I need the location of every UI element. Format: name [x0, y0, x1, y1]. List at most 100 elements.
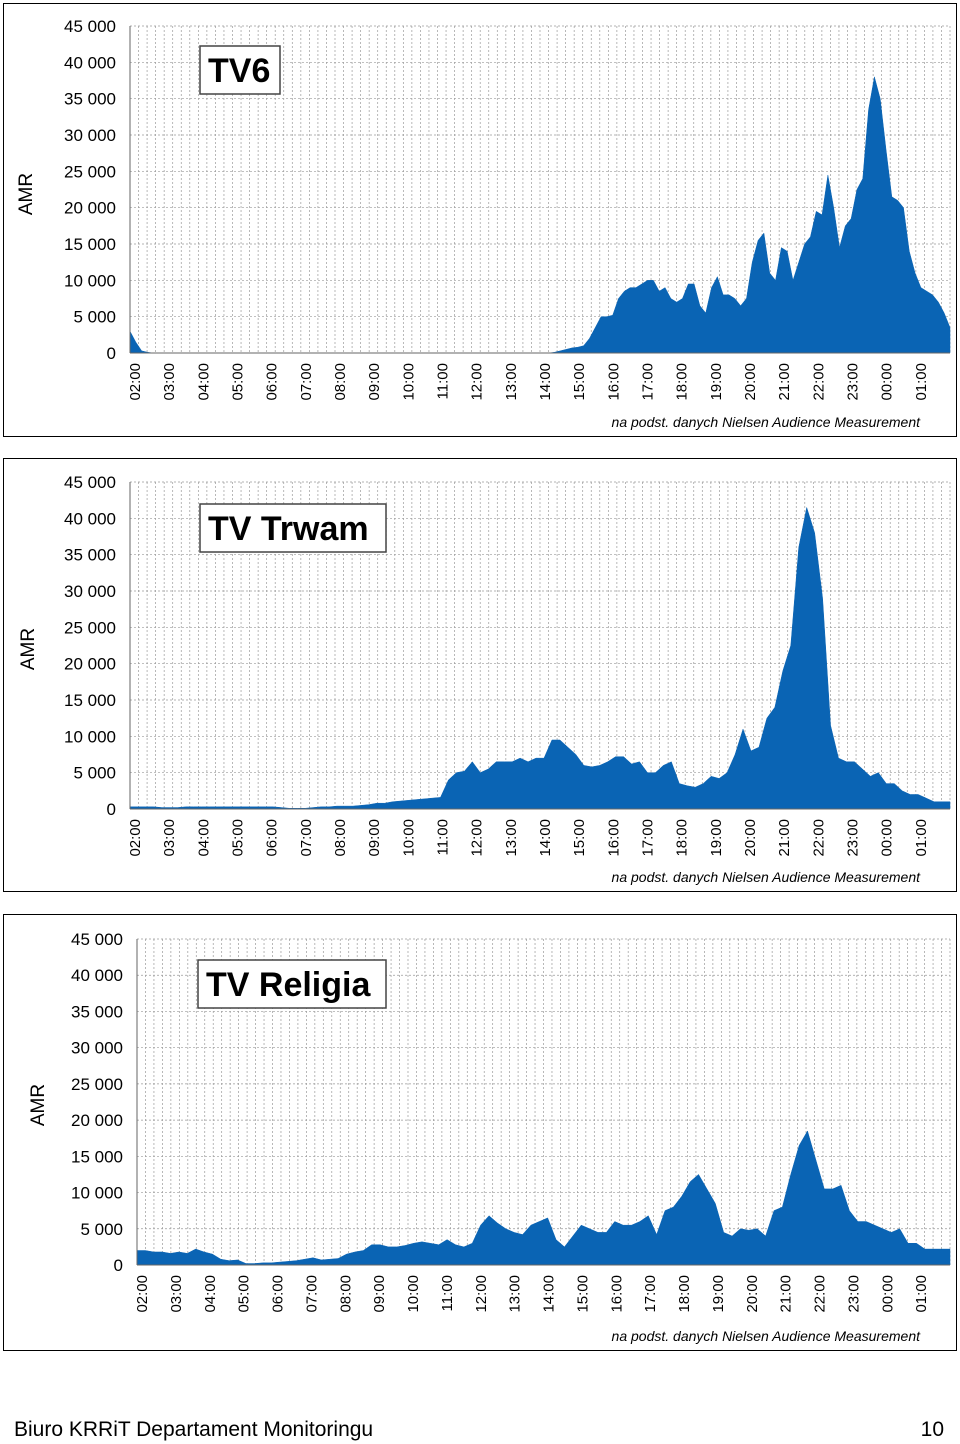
- x-tick-label: 12:00: [469, 363, 486, 401]
- y-tick-label: 10 000: [71, 1184, 123, 1203]
- x-tick-label: 06:00: [264, 819, 281, 857]
- y-tick-label: 25 000: [64, 618, 116, 637]
- x-tick-label: 18:00: [674, 819, 691, 857]
- title-box-frame: [199, 45, 281, 95]
- y-tick-label: 40 000: [64, 509, 116, 528]
- source-credit: na podst. danych Nielsen Audience Measur…: [611, 414, 920, 430]
- y-tick-label: 30 000: [64, 582, 116, 601]
- footer-department: Biuro KRRiT Departament Monitoringu: [14, 1418, 374, 1441]
- y-tick-label: 45 000: [64, 17, 116, 36]
- title-box-frame: [199, 503, 387, 553]
- source-credit: na podst. danych Nielsen Audience Measur…: [611, 1328, 920, 1344]
- x-tick-label: 19:00: [708, 363, 725, 401]
- y-tick-label: 15 000: [71, 1147, 123, 1166]
- x-tick-label: 22:00: [810, 819, 827, 857]
- x-tick-label: 20:00: [744, 1275, 761, 1313]
- y-tick-label: 10 000: [64, 727, 116, 746]
- y-tick-label: 45 000: [71, 930, 123, 949]
- y-tick-label: 20 000: [64, 199, 116, 218]
- x-tick-label: 04:00: [195, 819, 212, 857]
- title-box-frame: [197, 959, 387, 1009]
- x-tick-label: 01:00: [913, 819, 930, 857]
- area-chart-tv-trwam: 45 000 40 000 35 000 30 000 25 000 20 000 15 0…: [18, 473, 951, 857]
- x-tick-label: 23:00: [845, 1275, 862, 1313]
- x-tick-label: 01:00: [913, 1275, 930, 1313]
- x-tick-label: 11:00: [435, 819, 452, 855]
- y-axis-label: AMR: [28, 1084, 49, 1126]
- x-tick-label: 15:00: [574, 1275, 591, 1313]
- x-tick-label: 16:00: [608, 1275, 625, 1313]
- area-chart-tv-religia: 45 000 40 000 35 000 30 000 25 000 20 000 15 0…: [28, 930, 951, 1313]
- x-tick-label: 08:00: [332, 363, 349, 401]
- x-tick-label: 00:00: [879, 1275, 896, 1313]
- x-tick-label: 10:00: [400, 363, 417, 401]
- x-tick-label: 18:00: [674, 363, 691, 401]
- source-credit: na podst. danych Nielsen Audience Measur…: [611, 869, 920, 885]
- x-tick-label: 17:00: [642, 1275, 659, 1313]
- y-tick-label: 15 000: [64, 691, 116, 710]
- x-tick-label: 04:00: [202, 1275, 219, 1313]
- x-tick-label: 03:00: [168, 1275, 185, 1313]
- x-tick-label: 06:00: [264, 363, 281, 401]
- chart-panel-tv6: 45 000 40 000 35 000 30 000 25 000 20 000 15 0…: [3, 3, 957, 437]
- x-tick-label: 11:00: [435, 363, 452, 399]
- chart-panel-tv-religia: 45 000 40 000 35 000 30 000 25 000 20 000 15 0…: [3, 914, 957, 1351]
- x-tick-label: 16:00: [605, 819, 622, 857]
- y-tick-label: 40 000: [64, 53, 116, 72]
- x-tick-label: 20:00: [742, 819, 759, 857]
- x-tick-label: 21:00: [776, 819, 793, 857]
- chart-title-box: TV Trwam: [199, 503, 387, 553]
- x-tick-label: 03:00: [161, 819, 178, 857]
- x-tick-label: 12:00: [469, 819, 486, 857]
- x-tick-label: 00:00: [879, 363, 896, 401]
- y-tick-label: 5 000: [80, 1220, 123, 1239]
- chart-title: TV Religia: [206, 966, 371, 1004]
- x-tick-label: 14:00: [541, 1275, 558, 1313]
- y-tick-label: 0: [107, 344, 116, 363]
- x-tick-label: 23:00: [845, 819, 862, 857]
- y-tick-label: 20 000: [71, 1111, 123, 1130]
- x-tick-label: 01:00: [913, 363, 930, 401]
- area-chart-tv6: 45 000 40 000 35 000 30 000 25 000 20 000 15 0…: [16, 17, 951, 401]
- x-tick-label: 21:00: [778, 1275, 795, 1313]
- x-tick-label: 13:00: [503, 819, 520, 857]
- x-tick-label: 08:00: [337, 1275, 354, 1313]
- x-tick-label: 16:00: [605, 363, 622, 401]
- chart-title-box: TV6: [199, 45, 281, 95]
- y-tick-label: 10 000: [64, 271, 116, 290]
- x-tick-label: 20:00: [742, 363, 759, 401]
- x-tick-label: 12:00: [473, 1275, 490, 1313]
- x-tick-label: 22:00: [812, 1275, 829, 1313]
- x-tick-label: 17:00: [640, 363, 657, 401]
- y-tick-label: 25 000: [64, 162, 116, 181]
- page-number: 10: [920, 1418, 944, 1441]
- y-tick-label: 45 000: [64, 473, 116, 492]
- x-tick-label: 13:00: [507, 1275, 524, 1313]
- y-tick-label: 0: [107, 800, 116, 819]
- x-tick-label: 10:00: [400, 819, 417, 857]
- chart-title-box: TV Religia: [197, 959, 387, 1009]
- x-tick-label: 07:00: [298, 819, 315, 857]
- x-tick-label: 09:00: [366, 819, 383, 857]
- y-tick-label: 15 000: [64, 235, 116, 254]
- x-tick-label: 06:00: [270, 1275, 287, 1313]
- x-tick-label: 17:00: [640, 819, 657, 857]
- chart-title: TV6: [208, 52, 270, 90]
- x-tick-label: 07:00: [298, 363, 315, 401]
- y-tick-label: 30 000: [71, 1039, 123, 1058]
- x-tick-label: 05:00: [230, 363, 247, 401]
- x-tick-label: 15:00: [571, 363, 588, 401]
- x-tick-label: 08:00: [332, 819, 349, 857]
- x-tick-label: 13:00: [503, 363, 520, 401]
- x-tick-label: 14:00: [537, 363, 554, 401]
- x-tick-label: 14:00: [537, 819, 554, 857]
- x-tick-label: 23:00: [845, 363, 862, 401]
- x-tick-label: 10:00: [405, 1275, 422, 1313]
- y-tick-label: 5 000: [73, 308, 116, 327]
- x-tick-label: 02:00: [127, 819, 144, 857]
- x-tick-label: 04:00: [195, 363, 212, 401]
- x-tick-label: 11:00: [439, 1275, 456, 1311]
- x-tick-label: 07:00: [303, 1275, 320, 1313]
- y-tick-label: 25 000: [71, 1075, 123, 1094]
- x-tick-label: 19:00: [708, 819, 725, 857]
